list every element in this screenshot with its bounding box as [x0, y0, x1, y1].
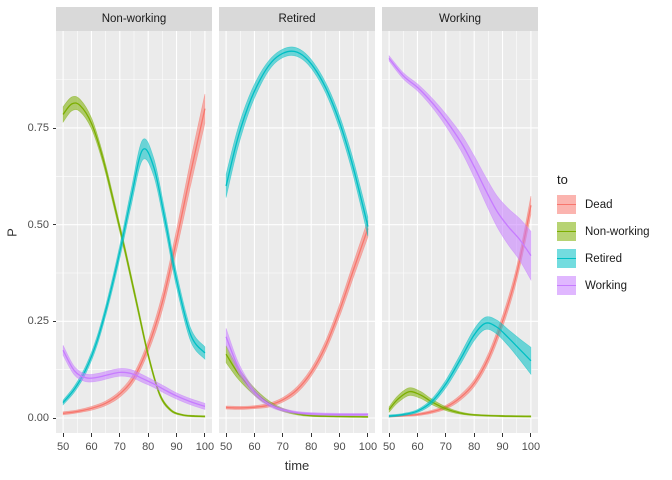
series-ribbon-retired	[225, 46, 369, 237]
facet-panel-non-working	[56, 31, 212, 433]
x-tick-label: 70	[439, 441, 452, 453]
legend-key-swatch-dead	[557, 195, 576, 214]
series-ribbon-non-working	[388, 387, 532, 418]
legend-key-swatch-non-working	[557, 222, 576, 241]
x-tick-mark	[91, 433, 92, 437]
legend-key-swatch-working	[557, 276, 576, 295]
x-tick-mark	[473, 433, 475, 437]
x-tick-mark	[254, 433, 255, 437]
facet-panel-working	[382, 31, 538, 433]
series-line-dead	[226, 228, 369, 409]
y-tick-mark	[52, 320, 56, 322]
series-line-working	[62, 350, 206, 408]
x-tick-label: 100	[521, 441, 541, 453]
facet-panel-retired	[219, 31, 375, 433]
x-tick-label: 50	[382, 441, 396, 453]
x-tick-mark	[282, 433, 284, 437]
legend-key-line	[557, 284, 576, 287]
x-tick-label: 90	[333, 441, 346, 453]
x-tick-label: 60	[85, 441, 98, 453]
series-line-retired	[62, 148, 206, 403]
y-tick-mark	[52, 127, 56, 129]
legend-title: to	[557, 172, 568, 187]
x-tick-label: 80	[142, 441, 155, 453]
y-tick-label: 0.25	[27, 315, 49, 328]
x-tick-label: 50	[56, 441, 70, 453]
series-line-non-working	[388, 390, 531, 418]
x-tick-label: 90	[170, 441, 183, 453]
series-ribbon-retired	[388, 316, 532, 418]
legend-label: Retired	[585, 252, 623, 265]
series-ribbon-working	[225, 328, 369, 417]
x-tick-label: 70	[276, 441, 289, 453]
y-tick-label: 0.50	[27, 218, 49, 231]
legend-key-line	[557, 230, 576, 233]
series-ribbon-dead	[62, 93, 206, 416]
facet-strip-working: Working	[382, 7, 538, 31]
legend-key-swatch-retired	[557, 249, 576, 268]
series-line-dead	[389, 205, 532, 418]
x-tick-label: 90	[496, 441, 509, 453]
facet-strip-non-working: Non-working	[56, 7, 212, 31]
series-line-working	[225, 336, 368, 416]
y-tick-mark	[52, 224, 56, 226]
facet-strip-label: Non-working	[101, 13, 167, 25]
y-tick-mark	[52, 417, 56, 419]
legend-item-non-working: Non-working	[557, 222, 650, 241]
x-tick-label: 70	[113, 441, 126, 453]
x-tick-label: 80	[468, 441, 481, 453]
facet-strip-label: Retired	[278, 13, 316, 25]
y-tick-label: 0.00	[27, 412, 49, 424]
legend-key-line	[557, 203, 576, 206]
x-tick-mark	[530, 433, 532, 437]
x-tick-label: 60	[248, 441, 261, 453]
x-tick-mark	[147, 433, 149, 437]
x-tick-mark	[339, 433, 340, 437]
series-line-retired	[389, 322, 532, 417]
x-tick-label: 50	[219, 441, 233, 453]
x-tick-mark	[502, 433, 503, 437]
legend-item-dead: Dead	[557, 195, 650, 214]
legend-items: Dead Non-working Retired Working	[557, 195, 650, 295]
x-tick-mark	[119, 433, 121, 437]
legend-label: Working	[585, 279, 627, 292]
x-tick-mark	[204, 433, 206, 437]
legend: to Dead Non-working Retired Working	[557, 172, 650, 303]
x-tick-mark	[62, 433, 64, 437]
x-axis-title: time	[284, 458, 310, 473]
x-tick-mark	[225, 433, 227, 437]
series-ribbon-working	[62, 345, 206, 410]
facet-strip-label: Working	[439, 13, 481, 25]
x-tick-mark	[417, 433, 418, 437]
x-tick-label: 100	[195, 441, 215, 453]
legend-item-working: Working	[557, 276, 650, 295]
series-ribbon-working	[388, 54, 532, 282]
series-line-working	[388, 57, 532, 256]
legend-key-line	[557, 257, 576, 260]
legend-label: Dead	[585, 198, 613, 211]
series-ribbon-non-working	[62, 96, 206, 418]
legend-item-retired: Retired	[557, 249, 650, 268]
x-tick-label: 80	[305, 441, 318, 453]
x-tick-label: 60	[411, 441, 424, 453]
facet-strip-retired: Retired	[219, 7, 375, 31]
x-tick-mark	[367, 433, 369, 437]
legend-label: Non-working	[585, 225, 650, 238]
series-line-non-working	[62, 102, 205, 418]
x-tick-mark	[445, 433, 447, 437]
x-tick-mark	[310, 433, 312, 437]
x-tick-mark	[176, 433, 177, 437]
x-tick-label: 100	[358, 441, 378, 453]
x-tick-mark	[388, 433, 390, 437]
y-tick-label: 0.75	[27, 122, 49, 134]
series-line-retired	[225, 50, 369, 227]
